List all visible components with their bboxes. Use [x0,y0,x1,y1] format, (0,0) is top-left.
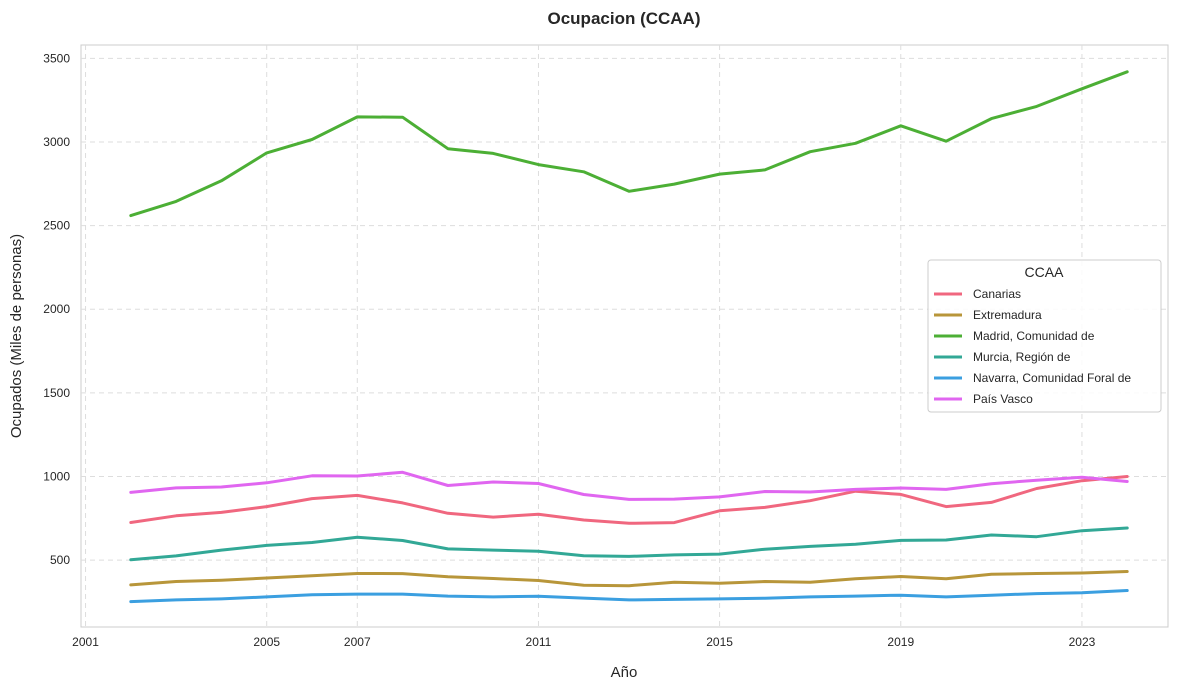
y-tick-label: 1000 [43,469,70,483]
series-line-canarias [129,475,1129,525]
legend-label: Murcia, Región de [973,350,1071,364]
x-tick-label: 2001 [72,635,99,649]
y-tick-label: 3500 [43,51,70,65]
y-axis-label: Ocupados (Miles de personas) [8,234,25,438]
legend-label: País Vasco [973,392,1033,406]
legend-title: CCAA [1025,264,1065,280]
y-tick-label: 3000 [43,135,70,149]
series-line-navarra-comunidad-foral-de [129,589,1129,604]
series-lines [129,70,1129,604]
x-axis-label: Año [611,664,638,681]
x-tick-label: 2011 [526,635,552,649]
series-line-pais-vasco [129,470,1129,501]
legend: CCAA Canarias Extremadura Madrid, Comunida… [927,259,1162,413]
series-line-madrid-comunidad-de [129,70,1129,218]
legend-label: Extremadura [973,308,1042,322]
legend-box [927,259,1162,413]
legend-label: Navarra, Comunidad Foral de [973,371,1131,385]
chart-title: Ocupacion (CCAA) [548,9,701,28]
series-line-extremadura [129,570,1129,588]
y-tick-label: 2000 [43,302,70,316]
y-tick-label: 2500 [43,219,70,233]
legend-label: Canarias [973,287,1021,301]
x-tick-label: 2015 [706,635,733,649]
y-tick-label: 500 [50,553,70,567]
legend-items: Canarias Extremadura Madrid, Comunidad de M… [934,287,1131,406]
tick-labels: 2001 2005 2007 2011 2015 2019 2023 500 1000 1500 2… [43,51,1095,649]
series-line-murcia-region-de [129,526,1129,562]
x-tick-label: 2007 [344,635,371,649]
legend-label: Madrid, Comunidad de [973,329,1095,343]
x-tick-label: 2005 [253,635,280,649]
y-tick-label: 1500 [43,386,70,400]
x-tick-label: 2023 [1069,635,1096,649]
x-tick-label: 2019 [887,635,914,649]
grid [81,45,1168,627]
